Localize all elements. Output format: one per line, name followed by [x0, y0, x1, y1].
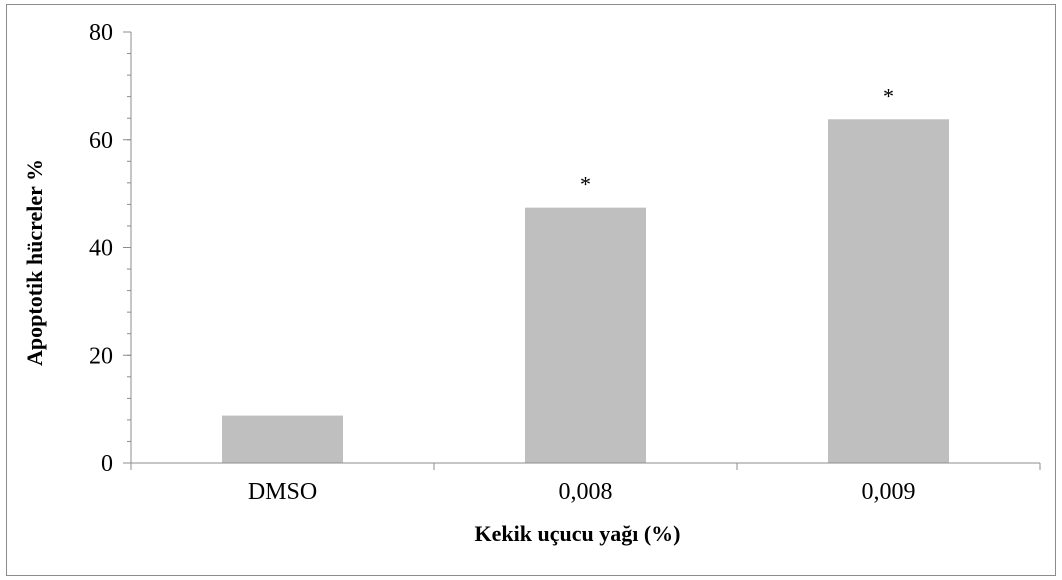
x-tick-label: DMSO: [248, 479, 317, 505]
y-axis-ticks: 0 20 40 60 80: [89, 20, 131, 477]
bars-group: [222, 119, 949, 463]
x-tick-label: 0,009: [862, 479, 916, 505]
significance-asterisk: *: [580, 172, 591, 197]
significance-asterisk: *: [883, 83, 894, 108]
x-axis-title: Kekik uçucu yağı (%): [475, 521, 681, 546]
y-tick-label: 0: [101, 451, 113, 477]
y-tick-label: 80: [89, 20, 113, 46]
y-tick-label: 20: [89, 343, 113, 369]
bar-annotations: **: [580, 83, 894, 196]
x-axis-ticks: DMSO 0,008 0,009: [130, 463, 1041, 505]
bar: [525, 207, 646, 463]
y-axis-title: Apoptotik hücreler %: [22, 159, 47, 366]
x-tick-label: 0,008: [559, 479, 613, 505]
bar: [222, 415, 343, 463]
y-tick-label: 60: [89, 128, 113, 154]
bar: [828, 119, 949, 463]
y-tick-label: 40: [89, 236, 113, 262]
